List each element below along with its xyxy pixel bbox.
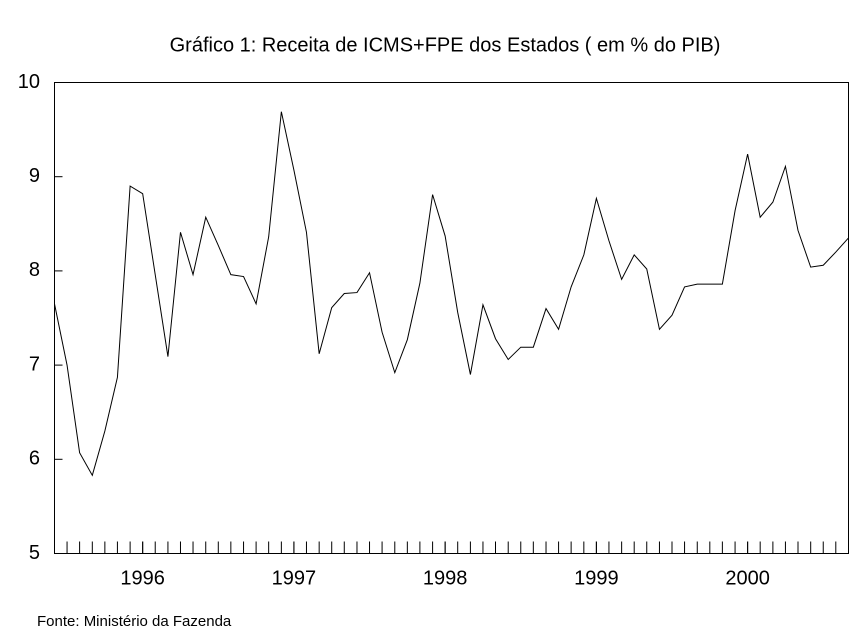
x-tick-label: 1996 bbox=[120, 567, 165, 589]
data-line bbox=[54, 111, 849, 477]
x-tick-label: 1997 bbox=[272, 567, 317, 589]
x-tick-label: 2000 bbox=[725, 567, 770, 589]
chart-title: Gráfico 1: Receita de ICMS+FPE dos Estad… bbox=[170, 34, 721, 56]
y-tick-label: 8 bbox=[29, 259, 40, 281]
y-tick-label: 5 bbox=[29, 542, 40, 564]
source-note: Fonte: Ministério da Fazenda bbox=[37, 613, 232, 630]
plot-frame bbox=[54, 82, 849, 554]
y-tick-label: 9 bbox=[29, 165, 40, 187]
y-tick-label: 10 bbox=[18, 71, 40, 93]
x-tick-label: 1998 bbox=[423, 567, 468, 589]
y-tick-label: 7 bbox=[29, 353, 40, 375]
x-tick-label: 1999 bbox=[574, 567, 619, 589]
y-tick-label: 6 bbox=[29, 448, 40, 470]
